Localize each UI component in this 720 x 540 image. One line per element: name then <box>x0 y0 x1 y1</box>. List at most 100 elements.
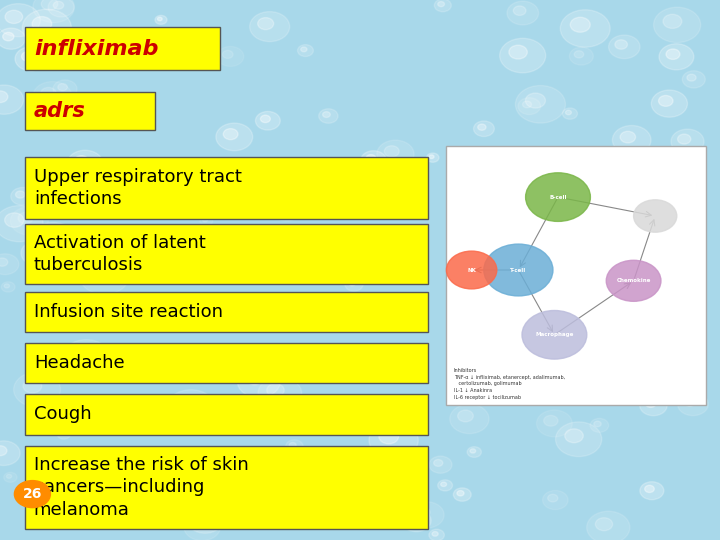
Circle shape <box>565 110 572 114</box>
Circle shape <box>427 153 439 162</box>
Circle shape <box>686 333 695 339</box>
Circle shape <box>466 227 481 239</box>
Circle shape <box>18 212 33 224</box>
Circle shape <box>53 80 77 98</box>
Text: Activation of latent
tuberculosis: Activation of latent tuberculosis <box>34 234 206 274</box>
Circle shape <box>73 180 89 192</box>
Circle shape <box>67 150 103 177</box>
Circle shape <box>33 82 72 111</box>
Circle shape <box>294 401 305 408</box>
Circle shape <box>41 0 58 10</box>
Circle shape <box>261 195 273 204</box>
Circle shape <box>64 174 105 205</box>
FancyBboxPatch shape <box>446 146 706 405</box>
Circle shape <box>164 167 207 200</box>
Circle shape <box>373 306 377 310</box>
Circle shape <box>457 490 464 496</box>
Circle shape <box>634 200 677 232</box>
Circle shape <box>57 429 71 439</box>
Circle shape <box>14 481 50 508</box>
Circle shape <box>108 453 114 457</box>
Circle shape <box>286 440 303 453</box>
Circle shape <box>319 109 338 123</box>
Circle shape <box>527 221 569 253</box>
Circle shape <box>608 35 640 59</box>
Circle shape <box>416 507 430 517</box>
Circle shape <box>657 152 691 177</box>
Circle shape <box>446 251 497 289</box>
Circle shape <box>48 0 74 17</box>
Circle shape <box>434 0 451 12</box>
Circle shape <box>509 45 527 59</box>
Circle shape <box>0 446 7 456</box>
Circle shape <box>231 468 251 482</box>
Circle shape <box>258 377 302 410</box>
Circle shape <box>543 490 568 510</box>
Circle shape <box>4 284 9 288</box>
Circle shape <box>153 490 176 507</box>
Circle shape <box>22 52 35 61</box>
Circle shape <box>606 299 622 312</box>
Circle shape <box>133 497 149 508</box>
Circle shape <box>323 112 330 118</box>
Circle shape <box>65 45 77 55</box>
Circle shape <box>61 166 75 177</box>
Circle shape <box>634 281 640 286</box>
Text: NK: NK <box>467 267 476 273</box>
Circle shape <box>256 111 280 130</box>
Circle shape <box>366 154 376 163</box>
Circle shape <box>570 17 590 32</box>
Circle shape <box>297 45 313 57</box>
Circle shape <box>62 340 110 376</box>
Circle shape <box>402 509 431 532</box>
Circle shape <box>301 47 307 52</box>
Circle shape <box>477 124 486 130</box>
Circle shape <box>570 47 593 65</box>
Circle shape <box>11 187 35 205</box>
Circle shape <box>289 442 296 448</box>
Text: Cough: Cough <box>34 406 91 423</box>
Circle shape <box>63 168 69 172</box>
Circle shape <box>200 354 215 366</box>
Circle shape <box>663 321 683 335</box>
Circle shape <box>628 348 654 367</box>
Circle shape <box>266 383 284 397</box>
Circle shape <box>641 193 651 200</box>
Circle shape <box>683 71 706 88</box>
Text: T-cell: T-cell <box>510 267 526 273</box>
Circle shape <box>0 254 19 275</box>
Circle shape <box>271 186 282 195</box>
Circle shape <box>41 87 56 99</box>
Text: Chemokine: Chemokine <box>616 278 651 284</box>
Circle shape <box>640 482 664 500</box>
Circle shape <box>184 513 220 540</box>
Text: Increase the risk of skin
cancers—including
melanoma: Increase the risk of skin cancers—includ… <box>34 456 248 518</box>
Circle shape <box>454 488 471 501</box>
Circle shape <box>176 397 196 412</box>
Circle shape <box>607 153 619 163</box>
Circle shape <box>450 404 489 434</box>
Circle shape <box>84 269 89 274</box>
Circle shape <box>687 74 696 81</box>
Circle shape <box>500 38 546 73</box>
FancyBboxPatch shape <box>25 224 428 284</box>
Circle shape <box>0 91 8 103</box>
Circle shape <box>406 267 425 281</box>
Circle shape <box>258 18 274 30</box>
Circle shape <box>526 93 546 108</box>
Circle shape <box>33 237 45 245</box>
Circle shape <box>0 441 20 465</box>
Circle shape <box>143 293 186 326</box>
Circle shape <box>361 151 387 170</box>
Circle shape <box>250 480 292 510</box>
Circle shape <box>526 173 590 221</box>
Circle shape <box>518 98 541 114</box>
Circle shape <box>654 313 702 350</box>
Circle shape <box>588 342 594 347</box>
Circle shape <box>671 129 704 154</box>
Circle shape <box>409 502 444 528</box>
Circle shape <box>370 305 382 314</box>
Circle shape <box>574 51 584 58</box>
Circle shape <box>429 456 452 473</box>
Circle shape <box>379 429 399 444</box>
